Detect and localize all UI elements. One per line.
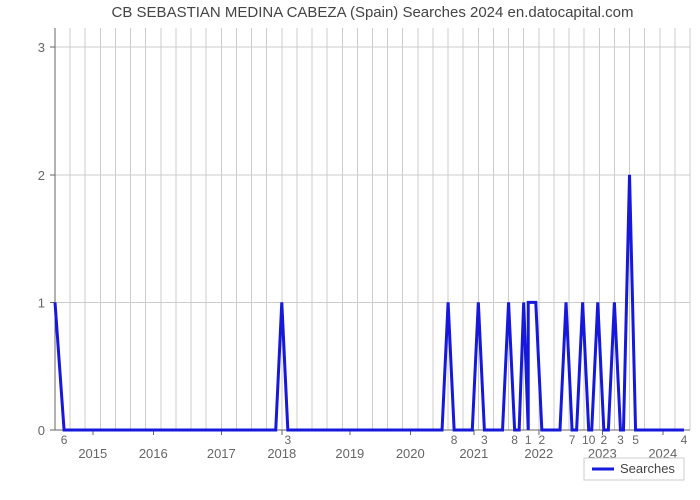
point-label: 3 — [481, 433, 488, 447]
point-label: 8 — [451, 433, 458, 447]
point-label: 3 — [617, 433, 624, 447]
point-label: 4 — [681, 433, 688, 447]
y-tick-label: 1 — [38, 295, 45, 310]
point-label: 1 — [525, 433, 532, 447]
point-label: 8 — [511, 433, 518, 447]
point-label: 2 — [600, 433, 607, 447]
x-year-label: 2022 — [524, 446, 553, 461]
x-year-label: 2015 — [78, 446, 107, 461]
y-tick-label: 2 — [38, 168, 45, 183]
point-label: 3 — [284, 433, 291, 447]
point-label: 7 — [569, 433, 576, 447]
legend-label: Searches — [620, 461, 675, 476]
point-label: 5 — [632, 433, 639, 447]
x-year-label: 2021 — [459, 446, 488, 461]
y-tick-label: 0 — [38, 423, 45, 438]
x-year-label: 2019 — [335, 446, 364, 461]
x-year-label: 2020 — [396, 446, 425, 461]
x-year-label: 2017 — [207, 446, 236, 461]
y-tick-label: 3 — [38, 40, 45, 55]
point-label: 10 — [582, 433, 596, 447]
point-label: 6 — [61, 433, 68, 447]
searches-line-chart: CB SEBASTIAN MEDINA CABEZA (Spain) Searc… — [0, 0, 700, 500]
x-year-label: 2018 — [267, 446, 296, 461]
x-year-label: 2016 — [139, 446, 168, 461]
point-label: 2 — [538, 433, 545, 447]
chart-title: CB SEBASTIAN MEDINA CABEZA (Spain) Searc… — [112, 4, 634, 21]
